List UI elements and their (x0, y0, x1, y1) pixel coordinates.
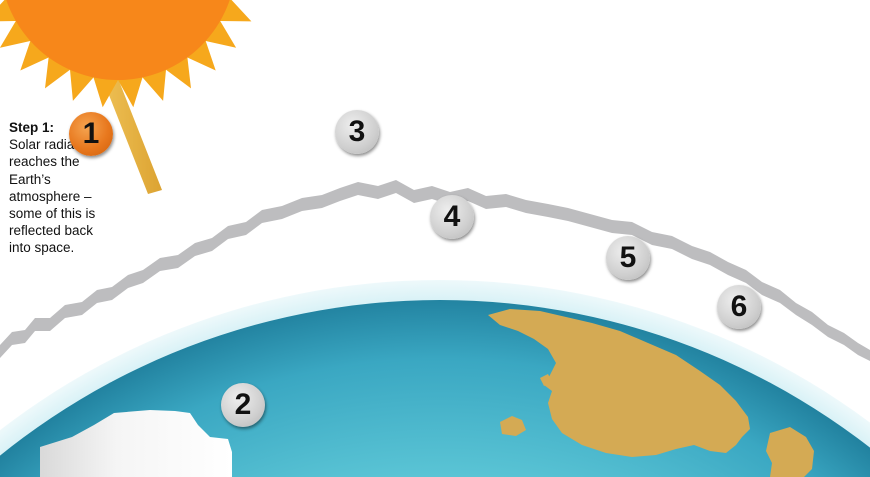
island-small (540, 374, 552, 386)
continent-east (766, 427, 814, 477)
step-marker-2[interactable]: 2 (221, 383, 265, 427)
step-marker-3[interactable]: 3 (335, 110, 379, 154)
step-marker-5[interactable]: 5 (606, 236, 650, 280)
step-marker-4[interactable]: 4 (430, 195, 474, 239)
island (500, 416, 526, 436)
step-marker-1[interactable]: 1 (69, 112, 113, 156)
step-title: Step 1: (9, 120, 55, 135)
sun (0, 0, 252, 108)
continent (488, 309, 750, 457)
ice-sheet (40, 410, 232, 477)
step-marker-6[interactable]: 6 (717, 285, 761, 329)
